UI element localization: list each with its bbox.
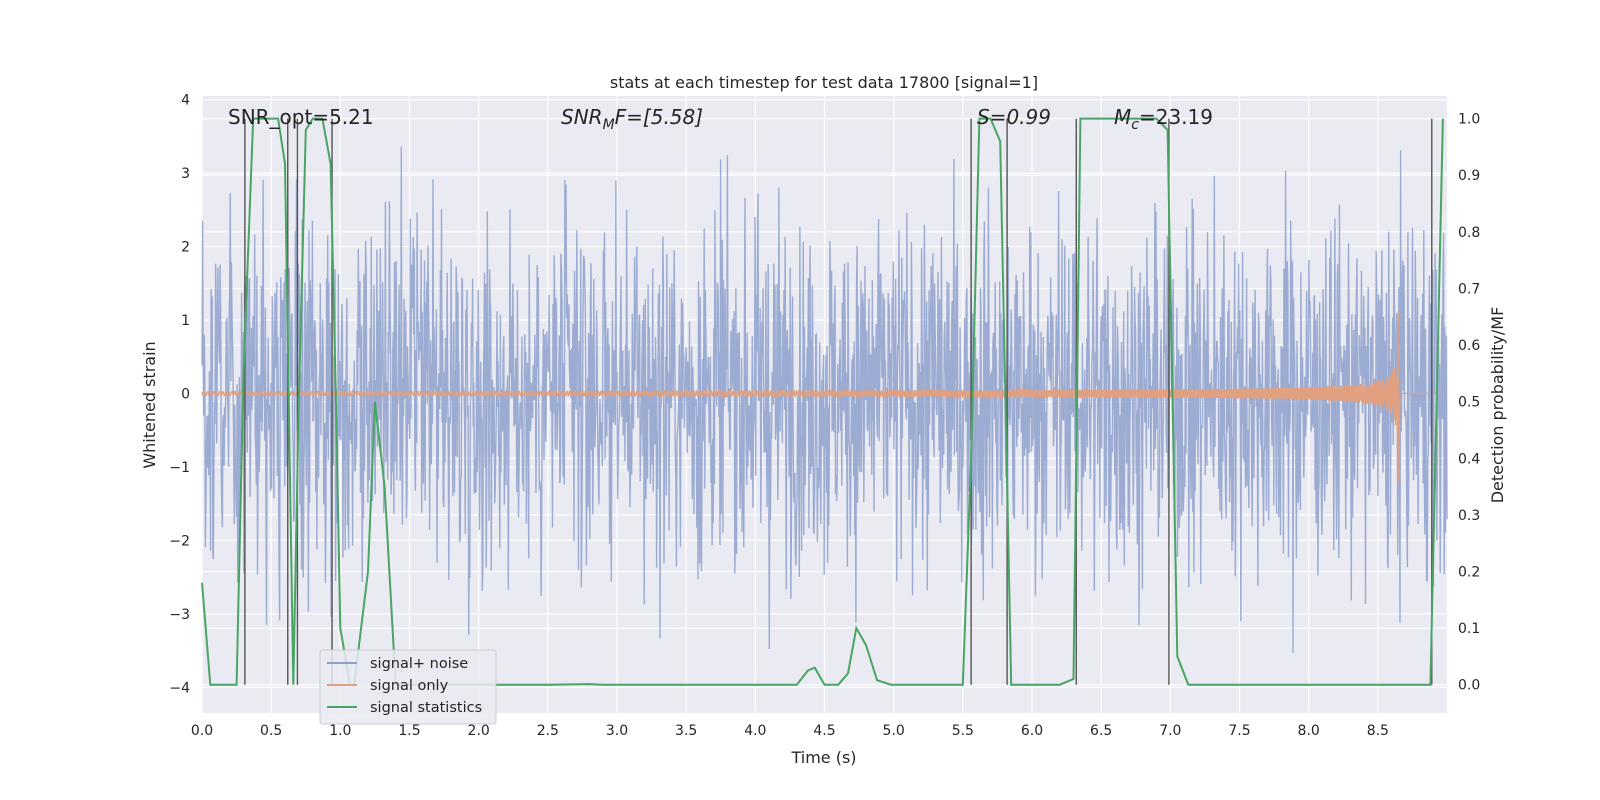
- left-y-tick-label: −2: [169, 533, 190, 549]
- x-tick-label: 2.0: [468, 723, 490, 739]
- right-y-tick-label: 0.3: [1458, 508, 1480, 524]
- x-tick-label: 5.5: [952, 723, 974, 739]
- x-tick-label: 7.5: [1228, 723, 1250, 739]
- legend-box: [319, 649, 497, 725]
- x-tick-label: 8.5: [1367, 723, 1389, 739]
- left-y-axis-label: Whitened strain: [140, 341, 159, 468]
- left-y-tick-label: −4: [169, 680, 190, 696]
- x-tick-label: 4.0: [744, 723, 766, 739]
- x-tick-label: 1.5: [398, 723, 420, 739]
- x-tick-label: 5.0: [883, 723, 905, 739]
- annotation-snr-mf: SNRMF=[5.58]: [561, 105, 703, 133]
- x-tick-label: 3.5: [675, 723, 697, 739]
- x-tick-label: 4.5: [813, 723, 835, 739]
- x-tick-labels: 0.0 0.5 1.0 1.5 2.0 2.5 3.0 3.5 4.0 4.5 5.0 5.5 6.0 6…: [191, 723, 1389, 739]
- signal-only-line: [201, 311, 1447, 483]
- signal-only-series: [201, 311, 1447, 483]
- x-axis-label: Time (s): [790, 748, 856, 767]
- left-y-tick-labels: 4 3 2 1 0 −1 −2 −3 −4: [169, 93, 190, 697]
- x-tick-label: 6.0: [1021, 723, 1043, 739]
- right-y-tick-label: 0.9: [1458, 168, 1480, 184]
- left-y-tick-label: 1: [181, 313, 190, 329]
- x-tick-label: 8.0: [1298, 723, 1320, 739]
- right-y-tick-labels: 1.0 0.9 0.8 0.7 0.6 0.5 0.4 0.3 0.2 0.1 0.0: [1458, 112, 1480, 694]
- right-y-tick-label: 0.0: [1458, 678, 1480, 694]
- x-tick-label: 1.0: [329, 723, 351, 739]
- left-y-tick-label: 0: [181, 386, 190, 402]
- annotation-mc: Mc=23.19: [1114, 105, 1213, 133]
- legend-label-signal-statistics: signal statistics: [370, 700, 482, 716]
- left-y-tick-label: −1: [169, 460, 190, 476]
- signal-noise-series: [201, 146, 1448, 653]
- x-tick-label: 0.5: [260, 723, 282, 739]
- right-y-tick-label: 0.7: [1458, 281, 1480, 297]
- x-tick-label: 7.0: [1159, 723, 1181, 739]
- right-y-tick-label: 0.1: [1458, 621, 1480, 637]
- right-y-tick-label: 0.8: [1458, 225, 1480, 241]
- right-y-tick-label: 0.4: [1458, 451, 1480, 467]
- legend: signal+ noise signal only signal statist…: [319, 649, 497, 725]
- right-y-tick-label: 0.5: [1458, 395, 1480, 411]
- chart-title: stats at each timestep for test data 178…: [610, 73, 1038, 92]
- left-y-tick-label: 2: [181, 240, 190, 256]
- x-tick-label: 0.0: [191, 723, 213, 739]
- signal-noise-line: [201, 146, 1448, 653]
- legend-label-signal-noise: signal+ noise: [370, 656, 468, 672]
- legend-label-signal-only: signal only: [370, 678, 449, 694]
- right-y-tick-label: 0.2: [1458, 564, 1480, 580]
- x-tick-label: 6.5: [1090, 723, 1112, 739]
- left-y-tick-label: −3: [169, 607, 190, 623]
- right-y-tick-label: 0.6: [1458, 338, 1480, 354]
- signal-statistics-line: [201, 117, 1444, 686]
- right-y-tick-label: 1.0: [1458, 112, 1480, 128]
- x-tick-label: 2.5: [537, 723, 559, 739]
- left-y-tick-label: 3: [181, 166, 190, 182]
- right-y-axis-label: Detection probability/MF: [1488, 307, 1507, 504]
- signal-statistics-series: [201, 117, 1444, 686]
- annotation-s: S=0.99: [977, 105, 1051, 129]
- x-tick-label: 3.0: [606, 723, 628, 739]
- left-y-tick-label: 4: [181, 93, 190, 109]
- annotation-snr-opt: SNR_opt=5.21: [228, 105, 374, 129]
